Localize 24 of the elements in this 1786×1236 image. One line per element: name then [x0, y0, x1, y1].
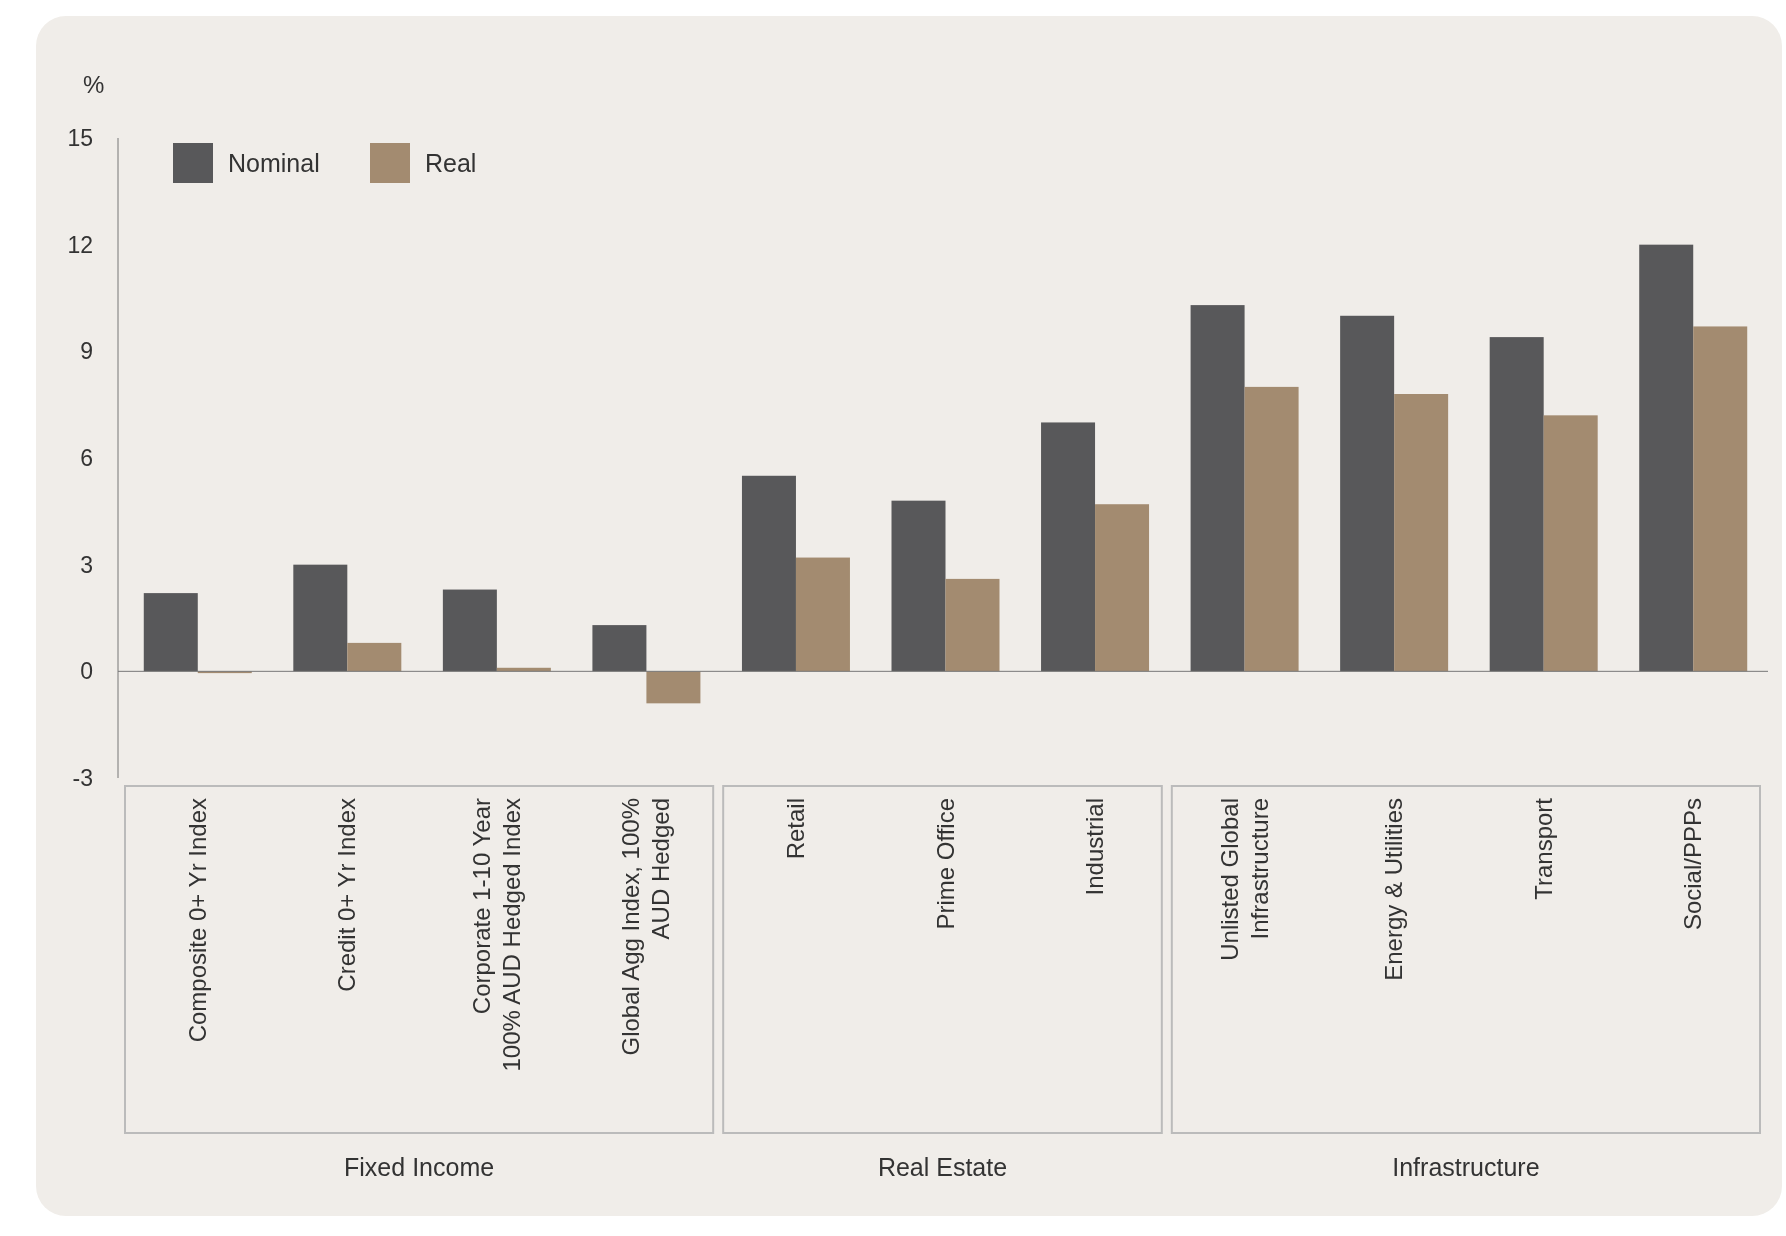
y-tick-label: 12: [67, 231, 93, 258]
x-tick-label: Social/PPPs: [1679, 798, 1707, 931]
x-tick-label: Composite 0+ Yr Index: [183, 798, 211, 1043]
y-tick-label: -3: [72, 765, 93, 792]
x-tick-label: Corporate 1-10 Year 100% AUD Hedged Index: [467, 798, 525, 1072]
y-tick-label: 6: [80, 445, 93, 472]
x-tick-label: Global Agg Index, 100% AUD Hedged: [617, 798, 675, 1056]
x-tick-label: Energy & Utilities: [1380, 798, 1408, 981]
legend-label: Nominal: [228, 148, 320, 177]
text: Infrastructure: [1392, 1153, 1540, 1181]
y-tick-label: 0: [80, 658, 93, 685]
text: Fixed Income: [344, 1153, 495, 1181]
x-tick-label: Unlisted Global Infrastructure: [1215, 798, 1273, 961]
y-tick-label: 15: [67, 125, 93, 152]
x-tick-label: Retail: [781, 798, 809, 860]
x-tick-label: Transport: [1529, 797, 1557, 900]
x-tick-label: Industrial: [1081, 798, 1109, 896]
text: Real Estate: [877, 1153, 1008, 1181]
y-tick-label: 9: [80, 338, 93, 365]
x-tick-label: Prime Office: [931, 798, 959, 930]
y-tick-label: 3: [80, 551, 93, 578]
x-tick-label: Credit 0+ Yr Index: [333, 798, 361, 992]
legend-label: Real: [425, 148, 477, 177]
y-axis-title: %: [83, 71, 105, 98]
